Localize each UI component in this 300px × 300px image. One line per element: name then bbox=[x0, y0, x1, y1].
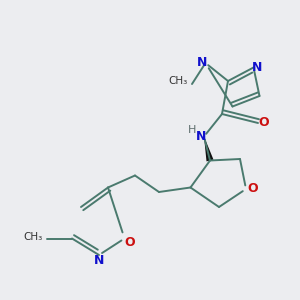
Text: N: N bbox=[197, 56, 208, 70]
Text: N: N bbox=[94, 254, 104, 268]
Text: O: O bbox=[247, 182, 258, 196]
Text: O: O bbox=[124, 236, 135, 249]
Polygon shape bbox=[204, 136, 214, 161]
Text: CH₃: CH₃ bbox=[168, 76, 188, 86]
Text: N: N bbox=[196, 130, 206, 143]
Text: O: O bbox=[259, 116, 269, 130]
Text: N: N bbox=[252, 61, 262, 74]
Text: CH₃: CH₃ bbox=[24, 232, 43, 242]
Text: H: H bbox=[188, 125, 196, 136]
